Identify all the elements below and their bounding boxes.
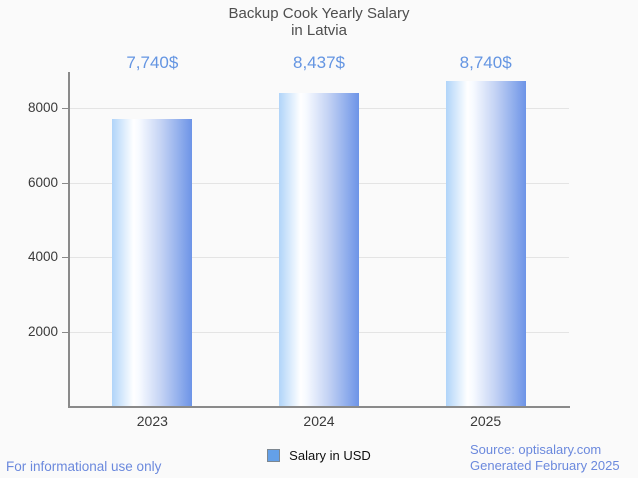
disclaimer-text: For informational use only <box>6 459 162 474</box>
bar-value-label-2023: 7,740$ <box>126 53 179 72</box>
y-tick-2000 <box>62 331 68 333</box>
legend: Salary in USD <box>0 448 638 463</box>
bar-value-label-2025: 8,740$ <box>459 53 512 72</box>
x-tick-label-2023: 2023 <box>136 413 168 429</box>
chart-title: Backup Cook Yearly Salary in Latvia <box>0 5 638 39</box>
y-tick-label-4000: 4000 <box>27 249 58 264</box>
y-tick-4000 <box>62 257 68 258</box>
chart-title-line2: in Latvia <box>291 22 347 39</box>
bar-2024 <box>279 93 359 407</box>
legend-label: Salary in USD <box>289 448 371 463</box>
x-tick-label-2025: 2025 <box>470 413 502 429</box>
x-tick-label-2024: 2024 <box>303 413 335 429</box>
y-tick-label-2000: 2000 <box>27 323 58 339</box>
bar-2025 <box>445 81 526 407</box>
x-axis-line <box>68 406 570 408</box>
y-tick-8000 <box>62 108 68 109</box>
source-text: Source: optisalary.com <box>470 442 602 457</box>
bar-value-label-2024: 8,437$ <box>293 53 345 72</box>
bar-2023 <box>112 119 193 407</box>
source-block: Source: optisalary.com Generated Februar… <box>470 442 620 473</box>
y-tick-6000 <box>62 182 68 184</box>
y-tick-label-8000: 8000 <box>27 100 58 115</box>
chart-title-line1: Backup Cook Yearly Salary <box>228 5 410 22</box>
legend-swatch <box>267 449 281 462</box>
y-axis-line <box>68 72 70 408</box>
y-tick-label-6000: 6000 <box>27 174 58 190</box>
generated-text: Generated February 2025 <box>470 457 620 473</box>
